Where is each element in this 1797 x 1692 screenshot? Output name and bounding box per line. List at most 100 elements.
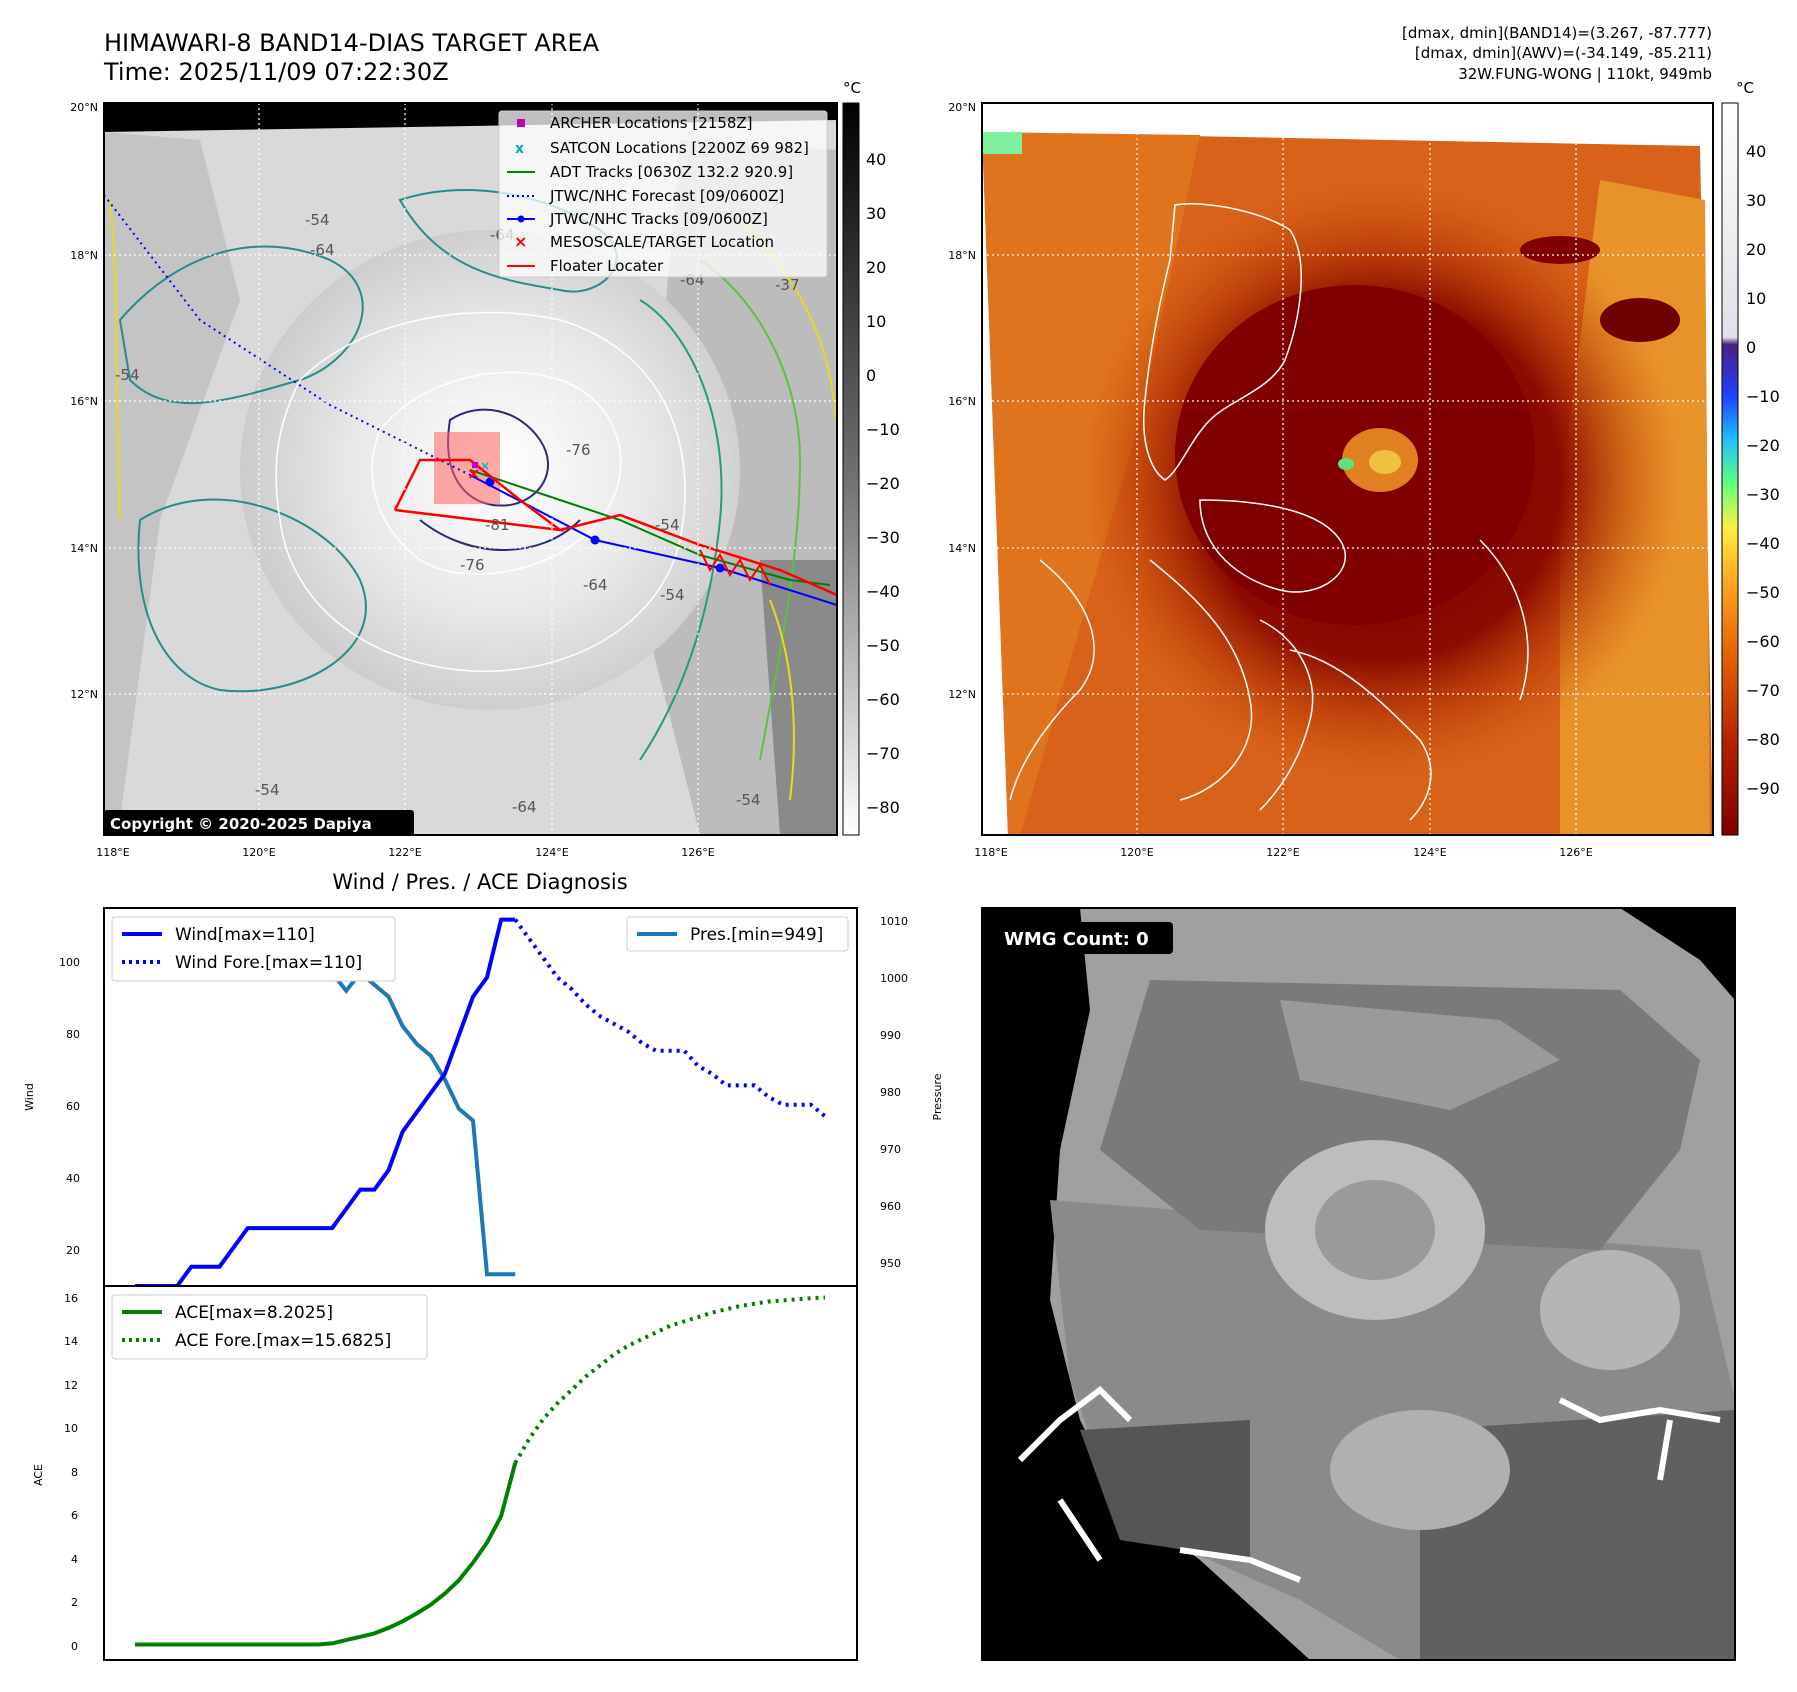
lat-label: 12°N [948,688,976,701]
lon-label: 126°E [1559,846,1592,859]
right-map [982,103,1713,835]
pressure-tick: 1010 [880,915,908,928]
legend-ace: ACE[max=8.2025] [175,1303,333,1323]
chart-title: Wind / Pres. / ACE Diagnosis [332,870,627,894]
legend-entry: ARCHER Locations [2158Z] [550,114,753,132]
info-storm: 32W.FUNG-WONG | 110kt, 949mb [1458,65,1712,83]
colorbar-tick: −60 [1746,632,1780,651]
pressure-tick: 970 [880,1143,901,1156]
legend-entry: JTWC/NHC Forecast [09/0600Z] [549,187,784,205]
colorbar-tick: −50 [1746,583,1780,602]
colorbar-left: °C 40 30 20 10 0 −10 −20 −30 −40 −50 −60… [842,79,900,836]
contour-label: -64 [583,576,608,594]
colorbar-tick: 0 [866,366,876,385]
colorbar-tick: −40 [866,582,900,601]
legend-archer-marker [517,119,525,127]
ace-series-line [135,1462,518,1647]
colorbar-tick: −10 [1746,387,1780,406]
lat-label: 12°N [70,688,98,701]
colorbar-tick: 10 [866,312,886,331]
colorbar-tick: −80 [1746,730,1780,749]
colorbar-tick: −90 [1746,779,1780,798]
legend-wind: Wind[max=110] [175,925,315,945]
colorbar-tick: −40 [1746,534,1780,553]
svg-text:×: × [467,464,480,483]
pressure-tick: 990 [880,1029,901,1042]
colorbar-tick: −80 [866,798,900,817]
colorbar-tick: −70 [866,744,900,763]
lon-label: 118°E [974,846,1007,859]
pressure-tick: 980 [880,1086,901,1099]
lat-label: 14°N [948,542,976,555]
legend-ace-fore: ACE Fore.[max=15.6825] [175,1331,391,1351]
colorbar-tick: 0 [1746,338,1756,357]
wind-tick: 100 [59,956,80,969]
ace-tick: 2 [71,1596,78,1609]
contour-label: -54 [736,791,761,809]
lat-label: 20°N [948,101,976,114]
legend-entry: SATCON Locations [2200Z 69 982] [550,139,809,157]
pressure-tick: 1000 [880,972,908,985]
wind-forecast-series-line [513,918,827,1118]
lat-label: 18°N [948,249,976,262]
colorbar-tick: 20 [866,258,886,277]
lon-label: 122°E [1266,846,1299,859]
wind-tick: 20 [66,1244,80,1257]
legend-entry: MESOSCALE/TARGET Location [550,233,774,251]
contour-label: -54 [255,781,280,799]
legend-entry: ADT Tracks [0630Z 132.2 920.9] [550,163,793,181]
ace-tick: 10 [64,1422,78,1435]
colorbar-tick: −60 [866,690,900,709]
contour-label: -54 [660,586,685,604]
colorbar-tick: −10 [866,420,900,439]
colorbar-tick: −20 [1746,436,1780,455]
legend-entry: Floater Locater [550,257,664,275]
contour-label: -76 [566,441,591,459]
colorbar-tick: −50 [866,636,900,655]
legend-satcon-marker: x [515,141,524,157]
pressure-tick: 950 [880,1257,901,1270]
colorbar-tick: 30 [1746,191,1766,210]
ace-chart: ACE 16 14 12 10 8 6 4 2 0 ACE[max=8.2025… [32,1285,858,1661]
legend-entry: JTWC/NHC Tracks [09/0600Z] [549,210,768,228]
lat-label: 18°N [70,249,98,262]
info-awv: [dmax, dmin](AWV)=(-34.149, -85.211) [1415,44,1712,62]
map-legend: ARCHER Locations [2158Z] x SATCON Locati… [498,110,828,278]
colorbar-tick: 40 [1746,142,1766,161]
wind-tick: 40 [66,1172,80,1185]
info-band14: [dmax, dmin](BAND14)=(3.267, -87.777) [1402,24,1712,42]
contour-label: -64 [512,798,537,816]
contour-label: -64 [310,241,335,259]
lon-label: 124°E [1413,846,1446,859]
contour-label: -54 [655,516,680,534]
colorbar-tick: −30 [866,528,900,547]
ace-tick: 6 [71,1509,78,1522]
lon-label: 126°E [681,846,714,859]
lat-label: 16°N [948,395,976,408]
pressure-tick: 960 [880,1200,901,1213]
legend-wind-fore: Wind Fore.[max=110] [175,953,362,973]
lat-label: 16°N [70,395,98,408]
legend-target-marker: × [514,232,527,251]
wind-axis-label: Wind [23,1083,36,1111]
wind-pressure-chart: Wind / Pres. / ACE Diagnosis Wind Pressu… [23,870,944,1288]
ace-tick: 16 [64,1292,78,1305]
lat-label: 14°N [70,542,98,555]
contour-label: -81 [485,516,510,534]
lon-label: 120°E [1120,846,1153,859]
colorbar-right: °C 40 30 20 10 0 −10 −20 −30 −40 −50 −60… [1721,79,1780,836]
pressure-axis-label: Pressure [931,1073,944,1120]
ace-axis-label: ACE [32,1464,45,1486]
lon-label: 122°E [388,846,421,859]
colorbar-tick: 10 [1746,289,1766,308]
figure-time: Time: 2025/11/09 07:22:30Z [103,58,449,86]
wmg-count-badge: WMG Count: 0 [1004,929,1149,950]
ace-tick: 4 [71,1553,78,1566]
svg-text:×: × [480,459,490,473]
colorbar-tick: −20 [866,474,900,493]
wind-tick: 60 [66,1100,80,1113]
wmg-panel [982,908,1735,1660]
colorbar-tick: 20 [1746,240,1766,259]
colorbar-unit: °C [1736,79,1754,97]
contour-label: -76 [460,556,485,574]
